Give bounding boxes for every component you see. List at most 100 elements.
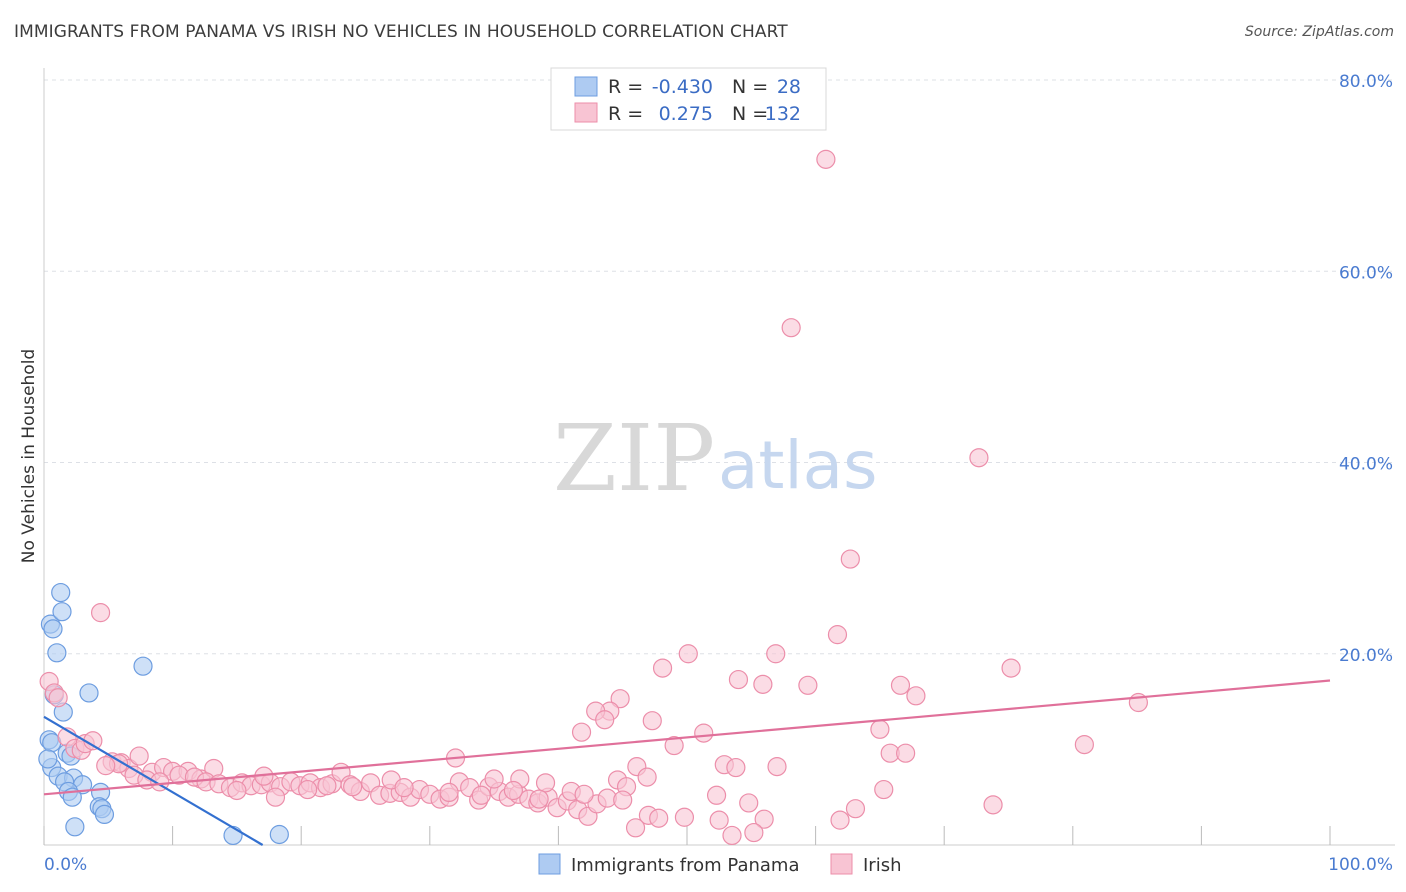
irish-point-108 [613,790,633,810]
irish-point-1 [781,318,801,338]
series-panama [38,582,289,846]
irish-point-113 [394,778,414,798]
irish-point-16 [890,675,911,695]
irish-point-112 [343,777,363,797]
panama-point-7 [133,656,153,676]
legend-swatch-blue [574,76,598,97]
legend-n-label-pink: N = [732,103,768,125]
irish-point-4 [827,625,848,645]
irish-point-117 [529,789,549,809]
irish-point-0 [816,149,836,169]
watermark-atlas: atlas [718,427,878,504]
irish-point-97 [637,767,657,787]
legend-r-value-pink: 0.275 [659,103,713,125]
legend-n-value-blue: 28 [777,76,801,98]
bottom-legend: Immigrants from Panama Irish [538,853,902,876]
panama-point-24 [65,817,85,837]
irish-point-105 [535,773,556,793]
irish-point-127 [830,810,850,830]
irish-point-19 [642,711,662,731]
irish-point-103 [484,769,504,789]
irish-point-26 [870,719,890,739]
irish-point-124 [845,799,866,819]
chart-title: IMMIGRANTS FROM PANAMA VS IRISH NO VEHIC… [14,22,788,42]
irish-point-110 [265,787,286,807]
irish-point-15 [798,675,818,695]
irish-point-111 [298,779,318,800]
panama-point-4 [47,643,67,663]
irish-point-10 [766,644,786,664]
irish-point-126 [983,795,1003,815]
x-tick-label-max: 100.0% [1328,855,1393,875]
irish-point-30 [896,743,916,763]
irish-point-122 [767,756,787,777]
trend-line-irish [43,679,1331,796]
bottom-legend-swatch-pink [830,853,853,875]
irish-point-121 [754,809,774,829]
y-tick-labels: 20.0% 40.0% 60.0% 80.0% [1339,72,1393,666]
x-tick-label-min: 0.0% [44,855,87,875]
irish-point-115 [471,785,491,805]
irish-point-12 [652,658,673,678]
legend-swatch-pink [574,102,598,123]
bottom-legend-label-pink: Irish [863,855,902,876]
irish-point-3 [840,549,860,569]
legend-n-label-blue: N = [732,76,768,98]
irish-point-9 [678,644,698,664]
irish-point-8 [48,688,68,708]
bottom-legend-swatch-blue [538,853,561,875]
watermark: ZIP atlas [553,405,878,512]
irish-point-24 [571,722,592,742]
series-irish [39,149,1148,846]
panama-point-2 [51,582,71,603]
panama-point-3 [52,602,72,622]
irish-point-17 [906,686,926,706]
irish-point-100 [317,776,337,796]
panama-point-1 [43,619,63,639]
irish-point-98 [227,780,247,801]
legend-box: R = -0.430 N = 28 R = 0.275 N = 132 [550,67,827,131]
irish-point-14 [753,674,773,694]
y-tick-label-80: 80.0% [1339,72,1393,92]
legend-r-label-blue: R = [608,76,643,98]
irish-point-125 [874,779,894,800]
panama-point-6 [79,683,99,703]
legend-r-label-pink: R = [608,103,643,125]
axis-layer [43,68,1395,846]
bottom-legend-label-blue: Immigrants from Panama [571,855,800,876]
irish-point-131 [709,810,729,830]
y-tick-label-60: 60.0% [1339,263,1393,283]
y-tick-label-40: 40.0% [1339,455,1393,475]
irish-point-114 [439,782,459,803]
legend-r-value-blue: -0.430 [652,76,713,98]
irish-point-132 [744,822,764,843]
irish-point-20 [610,689,630,709]
irish-point-13 [728,669,749,690]
irish-point-128 [625,818,646,838]
irish-point-11 [1001,658,1021,678]
irish-point-25 [694,723,714,743]
chart-source: Source: ZipAtlas.com [1244,24,1394,40]
irish-point-120 [739,793,759,813]
trend-line-panama [43,715,264,846]
irish-point-107 [574,784,594,804]
irish-point-28 [664,735,684,756]
irish-point-118 [706,785,727,805]
y-axis-title: No Vehicles in Household [19,349,39,563]
irish-point-27 [1074,734,1094,755]
watermark-zip: ZIP [553,405,715,512]
irish-point-2 [969,448,989,468]
irish-point-129 [649,808,669,828]
points-layer [38,149,1148,846]
irish-point-39 [129,746,149,766]
irish-point-5 [90,603,111,623]
y-tick-label-20: 20.0% [1339,646,1393,666]
irish-point-23 [595,710,615,730]
trend-layer [43,679,1331,846]
irish-point-130 [674,807,695,827]
grid-layer [44,79,1395,655]
irish-point-47 [96,756,116,776]
irish-point-116 [503,780,523,801]
panama-point-25 [223,825,243,846]
